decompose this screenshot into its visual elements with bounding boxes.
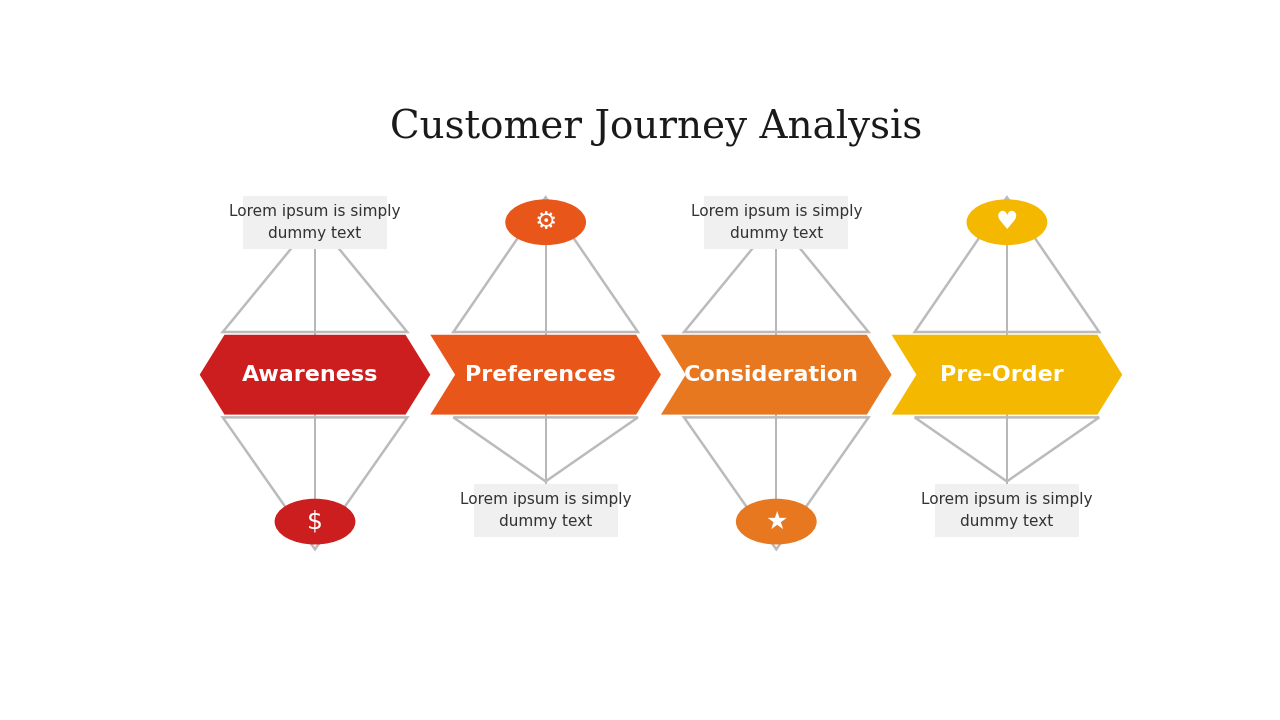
Circle shape <box>506 200 585 244</box>
Text: $: $ <box>307 510 323 534</box>
Text: Pre-Order: Pre-Order <box>940 365 1064 384</box>
Text: ⚙: ⚙ <box>535 210 557 234</box>
Polygon shape <box>200 335 430 415</box>
Text: Lorem ipsum is simply
dummy text: Lorem ipsum is simply dummy text <box>229 204 401 240</box>
Circle shape <box>968 200 1047 244</box>
Text: ★: ★ <box>765 510 787 534</box>
FancyBboxPatch shape <box>704 196 849 248</box>
FancyBboxPatch shape <box>934 484 1079 537</box>
Text: ♥: ♥ <box>996 210 1018 234</box>
Polygon shape <box>660 335 892 415</box>
Text: Awareness: Awareness <box>242 365 378 384</box>
Text: Lorem ipsum is simply
dummy text: Lorem ipsum is simply dummy text <box>922 492 1093 529</box>
Circle shape <box>736 500 815 544</box>
FancyBboxPatch shape <box>474 484 617 537</box>
Circle shape <box>275 500 355 544</box>
Text: Lorem ipsum is simply
dummy text: Lorem ipsum is simply dummy text <box>460 492 631 529</box>
FancyBboxPatch shape <box>243 196 387 248</box>
Polygon shape <box>430 335 660 415</box>
Text: Consideration: Consideration <box>684 365 859 384</box>
Text: Lorem ipsum is simply
dummy text: Lorem ipsum is simply dummy text <box>690 204 861 240</box>
Text: Preferences: Preferences <box>466 365 616 384</box>
Polygon shape <box>892 335 1123 415</box>
Text: Customer Journey Analysis: Customer Journey Analysis <box>390 109 922 147</box>
